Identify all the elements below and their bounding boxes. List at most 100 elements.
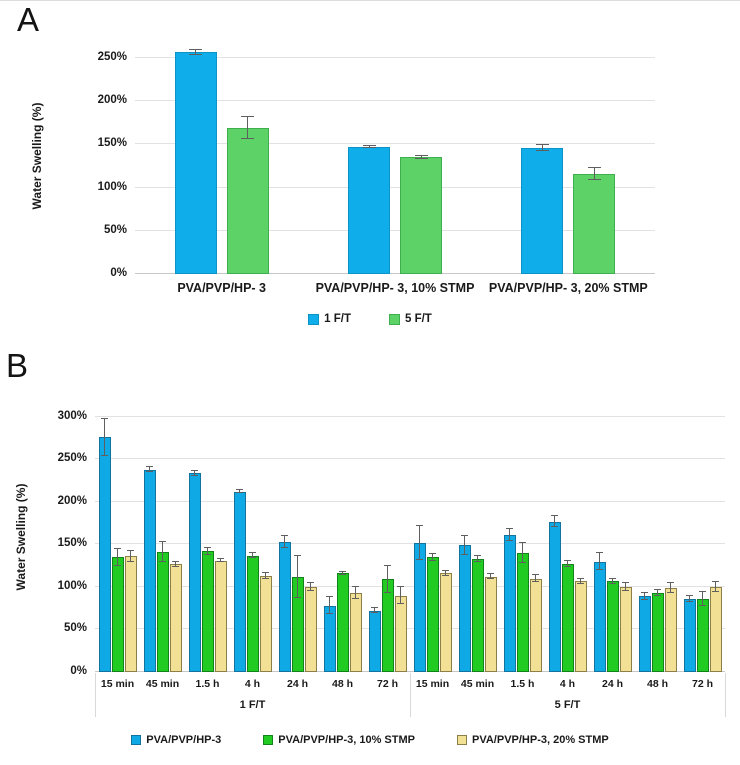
x-group-label: 5 F/T [554, 699, 581, 711]
error-bar [355, 587, 356, 599]
bar-panel-b [259, 575, 272, 672]
x-category-label: 45 min [145, 678, 180, 690]
error-bar-cap [487, 578, 494, 580]
legend-item: 1 F/T [308, 313, 351, 325]
axis-block-divider [95, 673, 96, 717]
y-tick-label: 250% [57, 452, 87, 465]
bar-panel-b [696, 598, 709, 672]
x-category-label: PVA/PVP/HP- 3, 20% STMP [488, 281, 648, 295]
error-bar [265, 573, 266, 579]
error-bar [175, 561, 176, 567]
error-bar-cap [191, 469, 198, 471]
y-tick-label: 0% [110, 267, 127, 279]
bar-panel-b [709, 587, 722, 672]
x-category-label: 15 min [415, 678, 450, 690]
error-bar-cap [307, 581, 314, 583]
error-bar-cap [307, 590, 314, 592]
error-bar-cap [535, 143, 549, 145]
error-bar-cap [442, 574, 449, 576]
error-bar [554, 516, 555, 527]
error-bar-cap [326, 613, 333, 615]
error-bar-cap [262, 577, 269, 579]
error-bar-cap [384, 564, 391, 566]
error-bar-cap [414, 158, 428, 160]
error-bar-cap [416, 558, 423, 560]
error-bar-cap [339, 574, 346, 576]
error-bar-cap [686, 601, 693, 603]
error-bar-cap [397, 586, 404, 587]
error-bar [689, 595, 690, 603]
error-bar-cap [699, 591, 706, 593]
error-bar-cap [249, 557, 256, 559]
y-tick-label: 300% [57, 409, 87, 422]
bar-panel-b [593, 561, 606, 672]
error-bar-cap [217, 557, 224, 559]
bar-panel-b [458, 545, 471, 672]
error-bar-cap [204, 546, 211, 548]
error-bar-cap [362, 146, 376, 148]
bar-panel-b [111, 557, 124, 672]
error-bar [593, 167, 595, 180]
bar-panel-a [521, 147, 564, 274]
error-bar-cap [191, 474, 198, 476]
y-tick-label: 250% [97, 51, 127, 64]
legend-label: 5 F/T [405, 313, 432, 325]
error-bar-cap [712, 591, 719, 593]
plot-area-panel-a [135, 40, 655, 274]
error-bar-cap [339, 570, 346, 572]
legend-item: PVA/PVP/HP-3, 10% STMP [263, 734, 415, 746]
error-bar [535, 575, 536, 582]
error-bar-cap [487, 573, 494, 575]
error-bar [541, 144, 543, 152]
error-bar-cap [127, 560, 134, 562]
error-bar [567, 560, 568, 568]
bar-panel-b [246, 555, 259, 672]
error-bar [400, 587, 401, 604]
legend-item: PVA/PVP/HP-3 [131, 734, 221, 746]
error-bar-cap [587, 178, 601, 180]
legend-item: 5 F/T [389, 313, 432, 325]
y-tick-label: 200% [97, 94, 127, 107]
bar-panel-b [413, 542, 426, 672]
error-bar [419, 525, 420, 560]
bar-panel-b [381, 579, 394, 672]
bar-panel-b [439, 573, 452, 672]
error-bar [195, 49, 197, 55]
error-bar-cap [371, 612, 378, 614]
legend-panel-a: 1 F/T 5 F/T [0, 313, 740, 325]
gridline [95, 500, 725, 502]
error-bar [625, 582, 626, 592]
error-bar-cap [281, 546, 288, 548]
error-bar-cap [114, 547, 121, 549]
error-bar [387, 565, 388, 593]
legend-label: PVA/PVP/HP-3, 20% STMP [472, 734, 609, 746]
error-bar-cap [236, 489, 243, 490]
error-bar-cap [506, 528, 513, 530]
bar-panel-b [561, 564, 574, 672]
x-category-label: 72 h [691, 678, 713, 690]
error-bar [247, 116, 249, 140]
error-bar-cap [146, 471, 153, 473]
bar-panel-a [174, 52, 217, 274]
error-bar-cap [429, 552, 436, 554]
error-bar-cap [506, 540, 513, 542]
error-bar [432, 553, 433, 561]
error-bar-cap [622, 590, 629, 592]
bar-panel-b [619, 587, 632, 672]
error-bar-cap [352, 586, 359, 587]
y-tick-label: 150% [57, 537, 87, 550]
error-bar [490, 574, 491, 580]
error-bar [284, 536, 285, 548]
error-bar [477, 555, 478, 563]
error-bar-cap [461, 534, 468, 536]
error-bar-cap [551, 525, 558, 527]
error-bar-cap [294, 554, 301, 556]
error-bar [445, 570, 446, 576]
error-bar-cap [596, 552, 603, 553]
legend-swatch [308, 313, 320, 325]
bar-panel-b [143, 469, 156, 672]
error-bar [130, 551, 131, 562]
x-category-label: 48 h [646, 678, 668, 690]
error-bar-cap [281, 534, 288, 536]
